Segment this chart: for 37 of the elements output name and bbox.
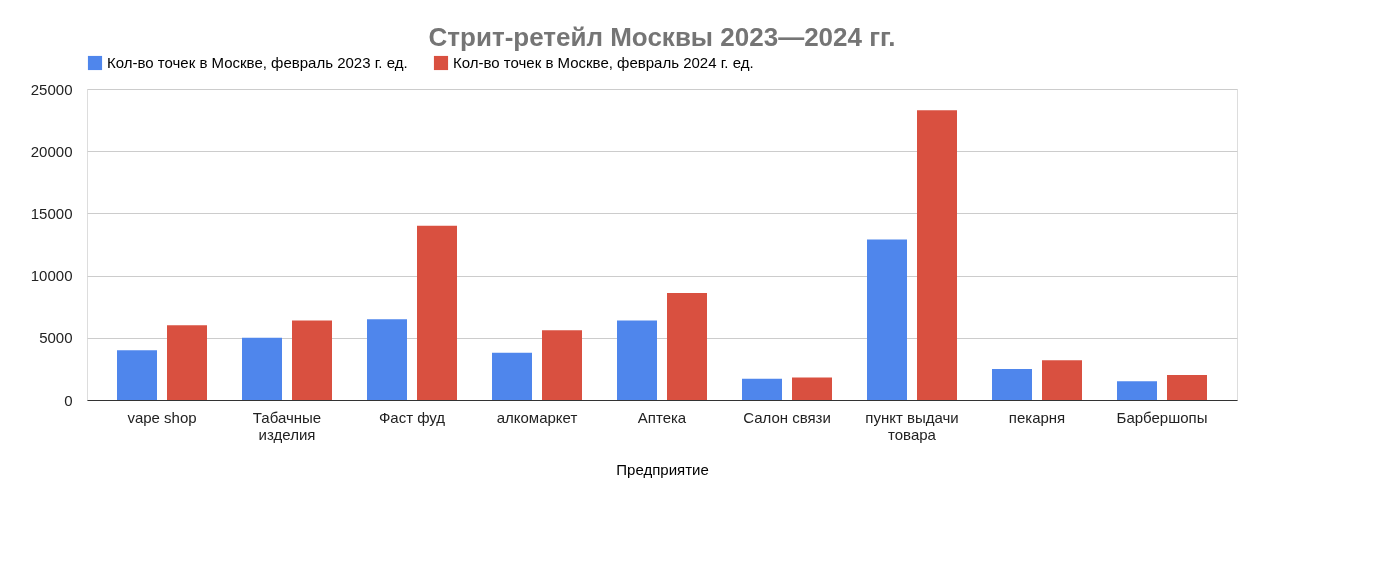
x-tick-label: Аптека: [637, 408, 687, 426]
legend-label: Кол-во точек в Москве, февраль 2023 г. ед.: [107, 54, 408, 71]
x-tick-label: vape shop: [127, 408, 197, 426]
x-tick-label: пункт выдачи товара: [865, 408, 959, 443]
x-tick-label: алкомаркет: [496, 408, 578, 426]
legend-label: Кол-во точек в Москве, февраль 2024 г. ед.: [453, 54, 754, 71]
chart-title: Стрит-ретейл Москвы 2023—2024 гг.: [428, 22, 896, 52]
x-axis-title: Предприятие: [616, 460, 709, 478]
y-tick-label: 25000: [30, 80, 73, 98]
bar: [742, 378, 782, 400]
bar: [167, 325, 207, 400]
bar: [1167, 375, 1207, 400]
bar: [117, 350, 157, 400]
bar: [542, 330, 582, 400]
bar: [367, 319, 407, 400]
y-tick-label: 10000: [30, 267, 73, 285]
bar: [992, 368, 1032, 400]
x-tick-label: Салон связи: [743, 408, 831, 426]
bar: [292, 320, 332, 400]
bar: [792, 377, 832, 400]
bar: [917, 110, 957, 400]
x-tick-label: Барбершопы: [1116, 408, 1208, 426]
x-tick-label: пекарня: [1008, 408, 1066, 426]
y-tick-label: 20000: [30, 142, 73, 160]
x-tick-label: Табачные изделия: [252, 408, 322, 443]
bar: [242, 337, 282, 400]
y-tick-label: 15000: [30, 204, 73, 222]
bar: [1042, 360, 1082, 400]
x-tick-label: Фаст фуд: [378, 408, 446, 426]
bar: [417, 225, 457, 400]
y-tick-label: 5000: [39, 329, 73, 347]
bar: [1117, 381, 1157, 400]
y-tick-label: 0: [64, 391, 73, 409]
bar: [617, 320, 657, 400]
bar: [492, 352, 532, 400]
bar: [667, 293, 707, 400]
bar: [867, 239, 907, 400]
